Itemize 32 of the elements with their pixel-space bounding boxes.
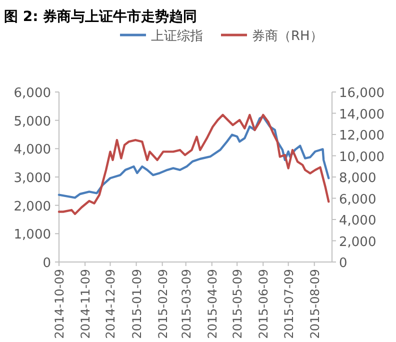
- legend-label: 上证综指: [151, 29, 203, 44]
- y-tick-label: 5,000: [14, 114, 51, 130]
- y-tick-label: 4,000: [14, 142, 51, 158]
- y2-tick-label: 6,000: [339, 192, 376, 208]
- y2-tick-label: 0: [339, 256, 348, 271]
- x-tick-label: 2015-01-09: [130, 269, 144, 339]
- x-tick-label: 2015-06-09: [256, 269, 271, 339]
- y-tick-label: 2,000: [14, 199, 51, 214]
- line-series: [58, 116, 330, 199]
- x-tick-label: 2015-04-09: [205, 269, 220, 339]
- x-tick-label: 2015-03-09: [179, 269, 194, 339]
- y2-tick-label: 8,000: [339, 171, 376, 186]
- x-tick-label: 2015-07-09: [282, 269, 296, 339]
- y-tick-label: 3,000: [14, 171, 51, 186]
- y2-tick-label: 16,000: [339, 86, 384, 101]
- chart-title: 图 2: 券商与上证牛市走势趋同: [4, 8, 198, 25]
- y2-tick-label: 12,000: [339, 128, 384, 144]
- legend-label: 券商（RH）: [252, 29, 323, 44]
- y2-tick-label: 14,000: [339, 107, 384, 122]
- line-series: [58, 114, 330, 216]
- y-tick-label: 6,000: [14, 86, 51, 101]
- y2-tick-label: 10,000: [339, 150, 384, 165]
- y-tick-label: 0: [42, 256, 51, 271]
- x-tick-label: 2015-05-09: [230, 269, 245, 339]
- x-tick-label: 2014-12-09: [104, 269, 118, 339]
- y2-tick-label: 2,000: [339, 234, 376, 250]
- x-tick-label: 2014-10-09: [52, 269, 66, 339]
- x-tick-label: 2015-02-09: [156, 269, 170, 339]
- x-tick-label: 2014-11-09: [78, 269, 93, 339]
- x-tick-label: 2015-08-09: [308, 269, 322, 339]
- y-tick-label: 1,000: [14, 228, 51, 243]
- y2-tick-label: 4,000: [339, 214, 376, 228]
